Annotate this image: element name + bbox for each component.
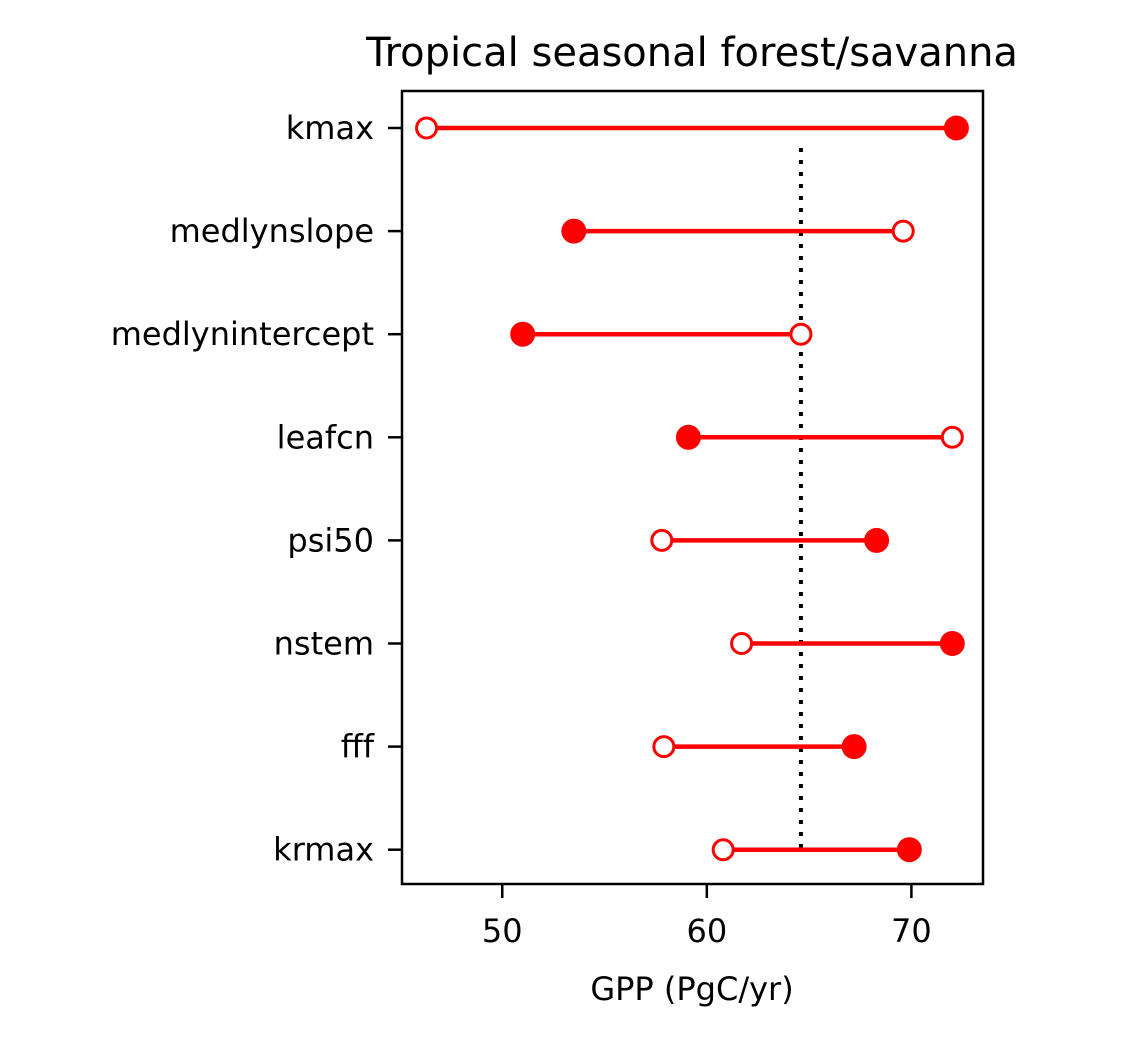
filled-marker-leafcn: [675, 424, 701, 450]
filled-marker-nstem: [939, 631, 965, 656]
y-tick-label-medlynintercept: medlynintercept: [111, 315, 374, 353]
y-tick-label-fff: fff: [341, 728, 375, 766]
open-marker-nstem: [730, 632, 754, 655]
y-axis: kmax medlynslope medlynintercept leafcn psi5…: [111, 109, 402, 869]
filled-marker-kmax: [943, 115, 969, 141]
open-marker-medlynintercept: [789, 322, 813, 346]
x-axis: 50 60 70: [482, 884, 932, 950]
y-tick-label-psi50: psi50: [287, 521, 374, 559]
filled-marker-fff: [841, 734, 867, 760]
y-tick-label-kmax: kmax: [286, 109, 374, 147]
filled-marker-krmax: [896, 837, 922, 863]
plot-area: [415, 115, 969, 863]
filled-marker-medlynintercept: [510, 321, 536, 347]
x-axis-label: GPP (PgC/yr): [590, 970, 793, 1008]
open-marker-psi50: [650, 528, 674, 552]
open-marker-fff: [652, 735, 676, 759]
y-tick-label-nstem: nstem: [274, 625, 374, 663]
filled-marker-medlynslope: [561, 218, 587, 244]
y-tick-label-krmax: krmax: [273, 831, 374, 869]
y-tick-label-leafcn: leafcn: [277, 418, 374, 456]
chart-title: Tropical seasonal forest/savanna: [365, 30, 1018, 76]
x-tick-label-70: 70: [891, 912, 932, 950]
filled-marker-psi50: [864, 527, 890, 553]
plot-frame: [400, 89, 985, 886]
x-tick-label-60: 60: [686, 912, 727, 950]
open-marker-kmax: [415, 116, 439, 140]
y-tick-label-medlynslope: medlynslope: [170, 212, 374, 250]
x-tick-label-50: 50: [482, 912, 523, 950]
open-marker-leafcn: [940, 425, 964, 449]
open-marker-medlynslope: [891, 219, 915, 243]
open-marker-krmax: [711, 838, 735, 862]
